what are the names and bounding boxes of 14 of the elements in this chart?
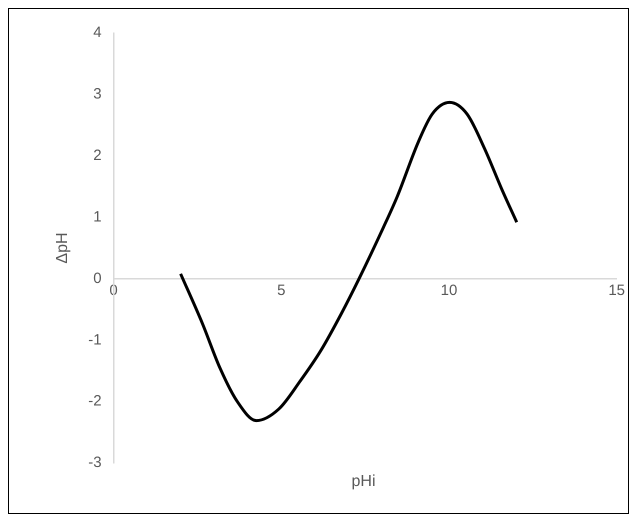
x-tick-label: 5: [277, 282, 286, 299]
y-tick-label: -2: [88, 392, 102, 410]
y-tick-label: 0: [93, 270, 102, 287]
y-tick-label: 1: [93, 208, 102, 226]
y-tick-label: -1: [88, 331, 102, 348]
x-tick-label: 10: [440, 282, 458, 299]
y-tick-label: 2: [93, 147, 102, 164]
y-tick-label: 3: [93, 86, 102, 103]
y-tick-label: -3: [88, 454, 102, 472]
y-tick-label: 4: [93, 24, 102, 42]
x-tick-label: 15: [608, 282, 625, 299]
y-axis-title: ΔpH: [54, 232, 72, 264]
line-series: [179, 100, 518, 422]
x-axis-title: pHi: [350, 473, 376, 491]
